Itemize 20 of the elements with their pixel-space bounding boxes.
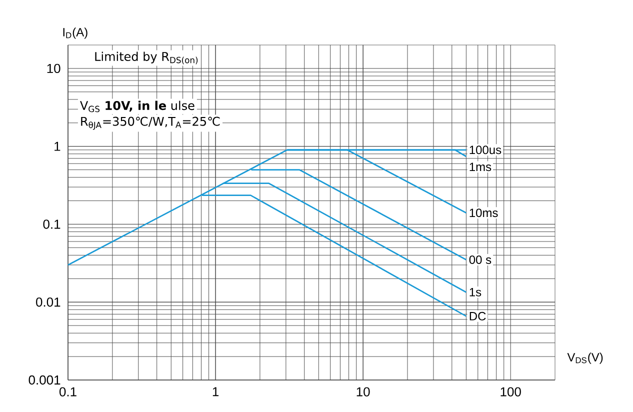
y-tick-label: 1 — [54, 142, 60, 151]
x-tick-label: 1 — [212, 387, 219, 396]
series-label: 1s — [470, 288, 482, 296]
x-axis-title: V$_{DS}$(V) — [567, 352, 603, 364]
x-tick-label: 0.1 — [59, 387, 76, 396]
y-tick-label: 0.001 — [28, 375, 60, 385]
series-label: 100us — [470, 146, 502, 154]
annotation: R$_{θJA}$=350℃/W,T$_{A}$=25℃ — [81, 116, 220, 130]
series-label: 10ms — [470, 208, 498, 218]
series-label: 1ms — [470, 162, 492, 172]
y-tick-label: 0.1 — [43, 220, 60, 229]
x-tick-label: 100 — [500, 387, 521, 396]
y-axis-title: I$_{D}$(A) — [63, 28, 88, 39]
annotation: V$_{GS}$ 10V, in le ulse — [80, 100, 194, 112]
series-label: DC — [470, 312, 486, 320]
y-tick-label: 10 — [47, 64, 60, 74]
y-tick-label: 0.01 — [36, 298, 60, 307]
annotation: Limited by R$_{DS(on)}$ — [95, 52, 198, 64]
series-label: 00 s — [469, 255, 492, 264]
x-tick-label: 10 — [356, 387, 370, 396]
